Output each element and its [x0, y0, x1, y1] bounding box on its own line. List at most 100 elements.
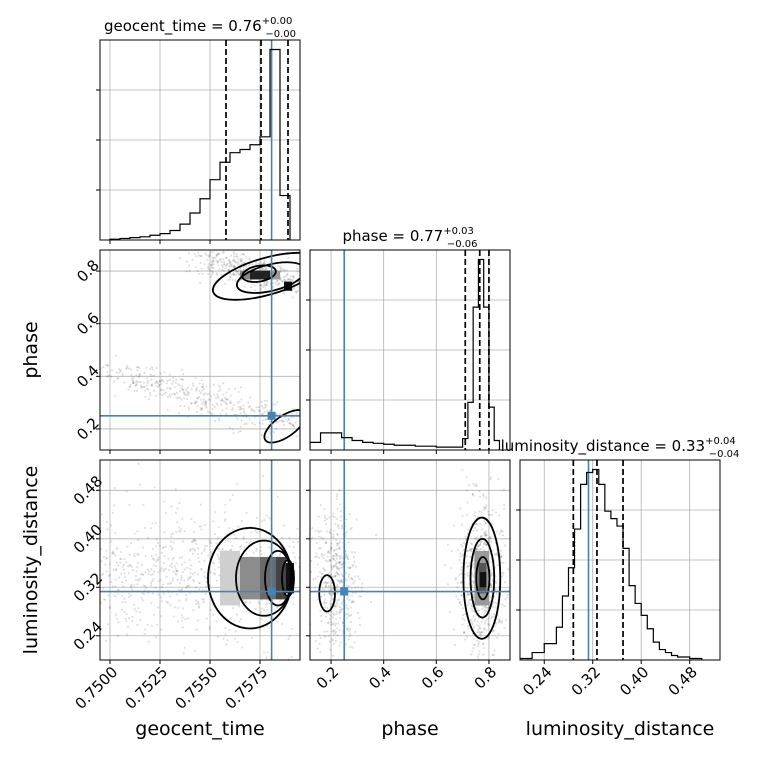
sample-point	[484, 522, 487, 525]
sample-point	[337, 599, 340, 602]
sample-point	[288, 634, 291, 638]
sample-point	[125, 561, 128, 564]
sample-point	[473, 484, 477, 487]
sample-point	[158, 380, 162, 383]
sample-point	[336, 583, 339, 587]
sample-point	[466, 635, 469, 639]
sample-point	[157, 593, 160, 596]
sample-point	[479, 631, 482, 634]
sample-point	[210, 260, 214, 263]
sample-point	[336, 585, 340, 588]
sample-point	[128, 385, 131, 388]
sample-point	[129, 564, 132, 568]
sample-point	[165, 575, 168, 578]
sample-point	[472, 596, 475, 599]
sample-point	[266, 435, 269, 439]
sample-point	[304, 593, 306, 595]
sample-point	[230, 401, 233, 405]
sample-point	[170, 546, 174, 549]
sample-point	[337, 560, 340, 564]
sample-point	[152, 558, 156, 561]
sample-point	[325, 581, 329, 585]
sample-point	[196, 269, 200, 273]
sample-point	[147, 640, 150, 643]
sample-point	[200, 255, 203, 258]
sample-point	[293, 276, 296, 279]
sample-point	[176, 521, 179, 524]
sample-point	[255, 547, 258, 550]
sample-point	[197, 601, 200, 604]
sample-point	[475, 606, 478, 610]
sample-point	[207, 267, 210, 270]
sample-point	[116, 546, 119, 549]
sample-point	[459, 600, 462, 604]
sample-point	[227, 269, 230, 272]
sample-point	[209, 398, 212, 401]
sample-point	[471, 623, 474, 627]
sample-point	[328, 559, 331, 562]
sample-point	[216, 260, 219, 263]
sample-point	[259, 546, 263, 549]
sample-point	[324, 637, 326, 639]
sample-point	[178, 599, 181, 602]
sample-point	[329, 548, 332, 552]
sample-point	[224, 267, 227, 270]
sample-point	[238, 272, 241, 275]
sample-point	[131, 615, 134, 619]
sample-point	[350, 526, 353, 530]
sample-point	[231, 493, 234, 497]
sample-point	[57, 557, 59, 559]
sample-point	[353, 551, 356, 554]
sample-point	[279, 267, 282, 270]
sample-point	[351, 578, 354, 581]
sample-point	[260, 520, 264, 523]
sample-point	[286, 279, 290, 282]
sample-point	[482, 545, 485, 548]
sample-point	[327, 571, 331, 574]
sample-point	[73, 571, 75, 573]
sample-point	[225, 643, 228, 646]
sample-point	[329, 573, 333, 576]
sample-point	[115, 548, 118, 551]
sample-point	[206, 410, 209, 413]
sample-point	[487, 513, 490, 516]
sample-point	[242, 410, 245, 413]
sample-point	[338, 611, 341, 614]
sample-point	[136, 583, 139, 586]
sample-point	[125, 490, 128, 493]
sample-point	[466, 501, 469, 504]
sample-point	[149, 527, 152, 530]
y-tick-label: 0.24	[70, 618, 106, 654]
sample-point	[335, 495, 338, 498]
sample-point	[236, 271, 239, 274]
sample-point	[258, 530, 261, 534]
sample-point	[125, 579, 128, 582]
sample-point	[286, 272, 289, 276]
sample-point	[104, 639, 108, 642]
sample-point	[329, 559, 332, 562]
sample-point	[205, 617, 208, 620]
sample-point	[75, 570, 77, 572]
sample-point	[291, 275, 294, 278]
sample-point	[219, 274, 222, 277]
sample-point	[169, 603, 172, 607]
sample-point	[69, 615, 71, 617]
sample-point	[245, 552, 248, 556]
sample-point	[322, 284, 324, 286]
sample-point	[277, 420, 280, 423]
sample-point	[64, 582, 66, 584]
sample-point	[483, 608, 486, 612]
sample-point	[154, 394, 158, 397]
sample-point	[213, 572, 217, 576]
sample-point	[304, 443, 306, 445]
x-axis-label-phase: phase	[381, 718, 438, 740]
sample-point	[122, 585, 125, 588]
sample-point	[490, 615, 494, 618]
y-axis-label-phase: phase	[20, 321, 42, 378]
sample-point	[513, 590, 515, 592]
sample-point	[258, 628, 262, 631]
x-tick-label: 0.32	[568, 663, 604, 699]
sample-point	[260, 289, 263, 292]
sample-point	[102, 598, 105, 601]
sample-point	[335, 605, 338, 608]
